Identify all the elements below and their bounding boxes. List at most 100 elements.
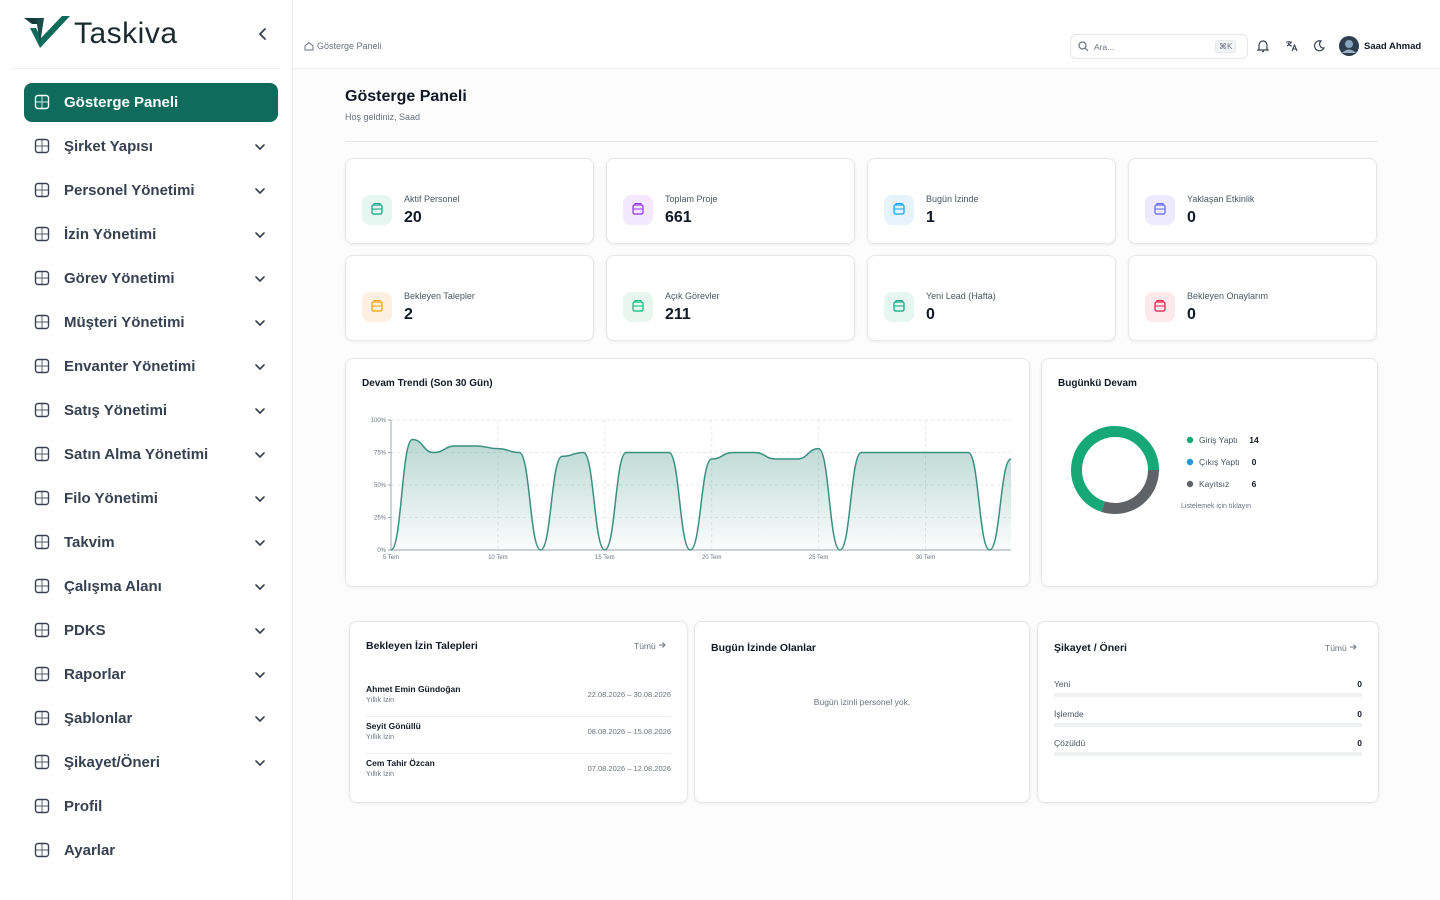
menu-item[interactable]: Personel Yönetimi [24, 171, 278, 210]
breadcrumb[interactable]: Gösterge Paneli [317, 41, 382, 51]
menu-icon [34, 182, 50, 198]
progress-track [1054, 693, 1362, 697]
link-text: Tümü [634, 641, 656, 651]
complaint-row: Çözüldü 0 [1054, 738, 1362, 760]
donut-card: Bugünkü Devam Giriş Yaptı 14 Çıkış Yaptı 0 K… [1041, 358, 1378, 587]
chevron [255, 716, 265, 723]
user-name[interactable]: Saad Ahmad [1364, 41, 1422, 52]
complaint-value: 0 [1357, 738, 1362, 748]
menu-label: Takvim [64, 534, 115, 551]
icon-shape [35, 271, 49, 285]
menu-item[interactable]: İzin Yönetimi [24, 215, 278, 254]
stat-icon [884, 195, 914, 225]
chart-title: Bugünkü Devam [1058, 378, 1137, 389]
card-title: Bugün İzinde Olanlar [711, 642, 817, 654]
empty-message: Bugün izinli personel yok. [813, 697, 911, 707]
menu-icon [34, 446, 50, 462]
chevron [255, 320, 265, 327]
menu-label: Gösterge Paneli [64, 94, 179, 111]
stat-value: 0 [1187, 306, 1196, 323]
stat-icon [1145, 195, 1175, 225]
menu-icon [34, 490, 50, 506]
menu-item[interactable]: Raporlar [24, 655, 278, 694]
search-box[interactable]: Ara... ⌘K [1070, 34, 1248, 59]
menu-icon [34, 94, 50, 110]
avatar[interactable] [1339, 36, 1359, 56]
menu-icon [34, 666, 50, 682]
donut-segment[interactable] [1101, 469, 1159, 514]
stat-card: Yeni Lead (Hafta) 0 [867, 255, 1116, 341]
logo-mark [24, 16, 70, 48]
menu-item[interactable]: Satış Yönetimi [24, 391, 278, 430]
menu-item[interactable]: Müşteri Yönetimi [24, 303, 278, 342]
menu-label: PDKS [64, 622, 106, 639]
view-all-link[interactable]: Tümü [634, 641, 666, 651]
stat-card: Bekleyen Talepler 2 [345, 255, 594, 341]
menu-item[interactable]: Şikayet/Öneri [24, 743, 278, 782]
menu-item[interactable]: PDKS [24, 611, 278, 650]
icon [893, 299, 905, 312]
stat-value: 20 [404, 209, 422, 226]
donut-segment[interactable] [1071, 426, 1159, 512]
stat-icon [1145, 292, 1175, 322]
menu-label: Şirket Yapısı [64, 138, 153, 155]
menu-item[interactable]: Envanter Yönetimi [24, 347, 278, 386]
complaint-row: İşlemde 0 [1054, 709, 1362, 731]
menu-item[interactable]: Şablonlar [24, 699, 278, 738]
menu-label: Profil [64, 798, 103, 815]
menu-item[interactable]: Filo Yönetimi [24, 479, 278, 518]
theme-button[interactable] [1312, 39, 1326, 53]
leave-row[interactable]: Ahmet Emin Gündoğan Yıllık İzin 22.08.2026… [366, 682, 671, 717]
notifications-button[interactable] [1256, 39, 1270, 53]
progress-track [1054, 722, 1362, 727]
icon-shape [894, 202, 904, 210]
menu-item[interactable]: Profil [24, 787, 278, 826]
collapse-button[interactable] [256, 27, 270, 41]
stat-icon [623, 195, 653, 225]
icon [893, 202, 905, 215]
menu-item[interactable]: Ayarlar [24, 831, 278, 870]
topbar: Gösterge Paneli Ara... ⌘K Saad Ahmad [293, 0, 1440, 69]
legend-value: 6 [1252, 479, 1257, 489]
x-tick-label: 15 Tem [595, 555, 615, 561]
leave-row[interactable]: Cem Tahir Özcan Yıllık İzin 07.08.2026 – 1… [366, 756, 671, 790]
menu-label: Şikayet/Öneri [64, 754, 160, 771]
menu-icon [34, 798, 50, 814]
menu-item[interactable]: Satın Alma Yönetimi [24, 435, 278, 474]
menu-item[interactable]: Takvim [24, 523, 278, 562]
y-tick-label: 100% [371, 418, 387, 424]
icon-shape [372, 202, 382, 210]
chevron-path [255, 628, 265, 635]
y-tick-label: 50% [374, 483, 387, 489]
trend-line [390, 438, 1012, 551]
search-shortcut: ⌘K [1215, 40, 1237, 53]
leave-type: Yıllık İzin [366, 771, 395, 778]
view-all-link[interactable]: Tümü [1325, 643, 1357, 653]
chevron-path [255, 760, 265, 767]
stat-value: 0 [926, 306, 935, 323]
stat-label: Aktif Personel [404, 194, 460, 204]
donut-chart[interactable]: Giriş Yaptı 14 Çıkış Yaptı 0 Kayıtsız 6 Listel… [1042, 359, 1377, 586]
icon-shape [35, 447, 49, 461]
y-tick-label: 25% [374, 516, 387, 522]
menu-label: Ayarlar [64, 842, 116, 859]
menu-item[interactable]: Gösterge Paneli [24, 83, 278, 122]
chevron [255, 540, 265, 547]
main: Gösterge Paneli Ara... ⌘K Saad Ahmad Gös… [293, 0, 1440, 900]
icon-shape [35, 359, 49, 373]
menu-item[interactable]: Şirket Yapısı [24, 127, 278, 166]
menu-icon [34, 534, 50, 550]
menu-item[interactable]: Görev Yönetimi [24, 259, 278, 298]
chevron-path [255, 320, 265, 327]
menu-item[interactable]: Çalışma Alanı [24, 567, 278, 606]
progress-track [1054, 752, 1362, 756]
leave-row[interactable]: Seyit Gönüllü Yıllık İzin 08.08.2026 – 15.… [366, 719, 671, 754]
menu-icon [34, 710, 50, 726]
chart-title: Devam Trendi (Son 30 Gün) [362, 378, 493, 389]
stat-label: Bugün İzinde [926, 194, 979, 204]
chevron-path [255, 452, 265, 459]
language-button[interactable] [1284, 39, 1298, 53]
legend-dot [1186, 458, 1194, 466]
leave-dates: 07.08.2026 – 12.08.2026 [587, 764, 671, 773]
icon [371, 299, 383, 312]
